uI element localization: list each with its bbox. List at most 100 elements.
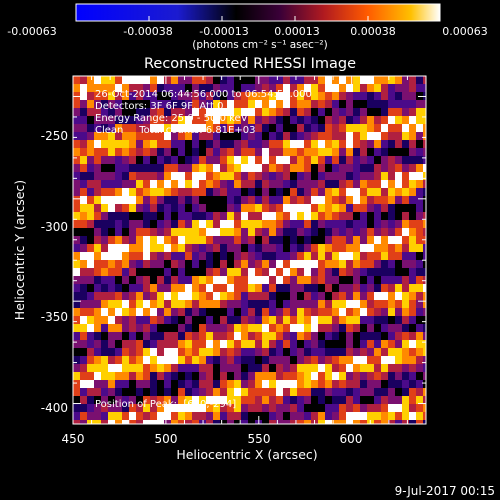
- heatmap-cell: [311, 372, 319, 381]
- heatmap-cell: [248, 340, 256, 349]
- heatmap-cell: [108, 300, 116, 309]
- heatmap-cell: [241, 84, 249, 93]
- heatmap-cell: [395, 292, 403, 301]
- heatmap-cell: [122, 212, 130, 221]
- heatmap-cell: [255, 180, 263, 189]
- heatmap-cell: [346, 340, 354, 349]
- heatmap-cell: [367, 228, 375, 237]
- heatmap-cell: [395, 236, 403, 245]
- heatmap-cell: [262, 196, 270, 205]
- heatmap-cell: [374, 92, 382, 101]
- heatmap-cell: [171, 196, 179, 205]
- heatmap-cell: [80, 364, 88, 373]
- heatmap-cell: [276, 372, 284, 381]
- heatmap-cell: [409, 244, 417, 253]
- heatmap-cell: [122, 404, 130, 413]
- heatmap-cell: [423, 196, 426, 205]
- heatmap-cell: [388, 92, 396, 101]
- heatmap-cell: [360, 140, 368, 149]
- heatmap-cell: [367, 188, 375, 197]
- heatmap-cell: [395, 340, 403, 349]
- heatmap-cell: [416, 196, 424, 205]
- heatmap-cell: [248, 188, 256, 197]
- heatmap-cell: [199, 268, 207, 277]
- heatmap-cell: [409, 188, 417, 197]
- heatmap-cell: [220, 420, 228, 424]
- heatmap-cell: [122, 116, 130, 125]
- heatmap-cell: [388, 364, 396, 373]
- heatmap-cell: [367, 76, 375, 85]
- heatmap-cell: [213, 100, 221, 109]
- heatmap-cell: [150, 380, 158, 389]
- heatmap-cell: [171, 228, 179, 237]
- heatmap-cell: [388, 212, 396, 221]
- heatmap-cell: [311, 388, 319, 397]
- heatmap-cell: [423, 380, 426, 389]
- heatmap-cell: [164, 380, 172, 389]
- heatmap-cell: [185, 172, 193, 181]
- heatmap-cell: [108, 324, 116, 333]
- heatmap-cell: [108, 164, 116, 173]
- heatmap-cell: [129, 388, 137, 397]
- heatmap-cell: [269, 404, 277, 413]
- heatmap-cell: [255, 132, 263, 141]
- heatmap-cell: [101, 228, 109, 237]
- heatmap-cell: [388, 348, 396, 357]
- colorbar-ticks: [75, 16, 441, 21]
- axis-ticks: [72, 75, 427, 424]
- heatmap-cell: [374, 284, 382, 293]
- heatmap-cell: [80, 388, 88, 397]
- heatmap-cell: [346, 156, 354, 165]
- heatmap-cell: [346, 348, 354, 357]
- heatmap-cell: [381, 308, 389, 317]
- heatmap-cell: [276, 188, 284, 197]
- heatmap-cell: [143, 396, 151, 405]
- heatmap-cell: [178, 324, 186, 333]
- heatmap-cell: [157, 220, 165, 229]
- heatmap-cell: [255, 348, 263, 357]
- heatmap-cell: [164, 420, 172, 424]
- heatmap-cell: [220, 148, 228, 157]
- heatmap-cell: [171, 172, 179, 181]
- heatmap-cell: [122, 284, 130, 293]
- heatmap-cell: [87, 124, 95, 133]
- heatmap-cell: [416, 124, 424, 133]
- heatmap-cell: [367, 148, 375, 157]
- heatmap-cell: [388, 76, 396, 85]
- heatmap-cell: [80, 164, 88, 173]
- heatmap-cell: [178, 172, 186, 181]
- heatmap-cell: [234, 284, 242, 293]
- heatmap-cell: [367, 316, 375, 325]
- heatmap-cell: [360, 172, 368, 181]
- heatmap-cell: [115, 364, 123, 373]
- heatmap-cell: [199, 108, 207, 117]
- heatmap-cell: [297, 300, 305, 309]
- heatmap-cell: [94, 356, 102, 365]
- heatmap-cell: [150, 260, 158, 269]
- heatmap-cell: [87, 260, 95, 269]
- heatmap-cell: [192, 148, 200, 157]
- heatmap-cell: [199, 356, 207, 365]
- heatmap-cell: [178, 388, 186, 397]
- heatmap-cell: [199, 204, 207, 213]
- heatmap-cell: [374, 76, 382, 85]
- heatmap-cell: [381, 116, 389, 125]
- heatmap-cell: [262, 84, 270, 93]
- heatmap-cell: [409, 108, 417, 117]
- heatmap-cell: [164, 236, 172, 245]
- heatmap-cell: [206, 260, 214, 269]
- heatmap-cell: [332, 372, 340, 381]
- heatmap-cell: [409, 260, 417, 269]
- heatmap-cell: [157, 308, 165, 317]
- x-axis-label: Heliocentric X (arcsec): [176, 447, 317, 462]
- heatmap-cell: [360, 348, 368, 357]
- heatmap-cell: [248, 420, 256, 424]
- heatmap-cell: [73, 164, 81, 173]
- heatmap-cell: [311, 244, 319, 253]
- heatmap-cell: [150, 372, 158, 381]
- heatmap-cell: [255, 220, 263, 229]
- heatmap-cell: [262, 388, 270, 397]
- heatmap-cell: [332, 404, 340, 413]
- heatmap-cell: [101, 372, 109, 381]
- heatmap-cell: [416, 380, 424, 389]
